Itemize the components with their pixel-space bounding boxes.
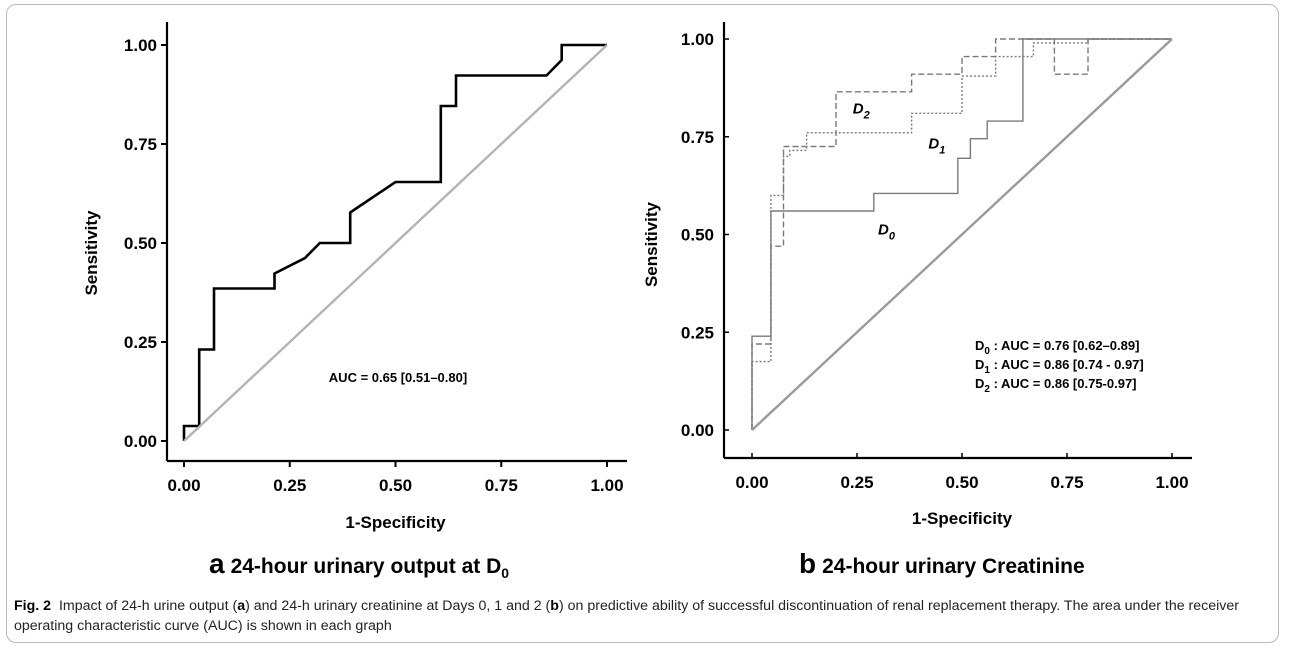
auc-annotation: AUC = 0.65 [0.51–0.80] [329,370,467,385]
caption-fig-label: Fig. 2 [14,598,52,614]
x-tick-label: 0.50 [945,473,978,492]
y-tick-label: 0.25 [124,333,157,352]
x-tick-label: 0.00 [735,473,768,492]
x-tick-label: 1.00 [590,476,623,495]
x-tick-label: 0.00 [167,476,200,495]
y-axis-label: Sensitivity [82,210,101,296]
curve-label-D2: D2 [853,100,870,121]
panel-b-letter: b [799,548,817,579]
y-tick-label: 0.25 [681,323,714,342]
panel-a-letter: a [209,548,225,579]
x-tick-label: 0.25 [840,473,873,492]
reference-diagonal-line [751,38,1173,431]
panel-a-title: a 24-hour urinary output at D0 [209,548,509,581]
chart-panel-b: 0.00 0.00 0.25 0.25 0.50 0.50 0.75 0.75 1.00 1.00… [642,22,1192,528]
panel-b-title: b 24-hour urinary Creatinine [799,548,1085,580]
y-axis-label: Sensitivity [642,201,661,287]
y-tick-label: 0.75 [681,128,714,147]
y-tick-label: 0.00 [124,432,157,451]
x-tick-label: 1.00 [1155,473,1188,492]
figure-frame [6,4,1279,643]
curve-label-D0: D0 [878,222,896,243]
caption-text-3: ) on predictive ability of successful di… [14,598,1240,634]
y-tick-label: 0.00 [681,421,714,440]
y-tick-label: 0.75 [124,135,157,154]
roc-curve-D1 [751,38,1172,430]
roc-curve-D2 [751,38,1172,430]
roc-curve-a [182,43,607,441]
caption-text-2: ) and 24-h urinary creatinine at Days 0,… [245,598,551,614]
panel-a-title-sub: 0 [501,565,510,582]
curve-label-D1: D1 [928,135,945,156]
chart-panel-a: 0.00 0.00 0.25 0.25 0.50 0.50 0.75 0.75 1.00 1.00… [82,22,627,532]
x-axis-label: 1-Specificity [912,509,1013,528]
x-tick-label: 0.75 [1050,473,1083,492]
y-tick-label: 0.50 [681,226,714,245]
y-tick-label: 1.00 [681,30,714,49]
y-tick-label: 0.50 [124,234,157,253]
panel-b-title-text: 24-hour urinary Creatinine [822,555,1085,578]
x-tick-label: 0.50 [379,476,412,495]
x-tick-label: 0.75 [485,476,518,495]
caption-text-1: Impact of 24-h urine output ( [58,598,238,614]
auc-annotation-D0: D0 : AUC = 0.76 [0.62–0.89] [975,338,1139,357]
x-tick-label: 0.25 [273,476,306,495]
auc-annotation-D2: D2 : AUC = 0.86 [0.75-0.97] [975,376,1137,395]
auc-annotation-D1: D1 : AUC = 0.86 [0.74 - 0.97] [975,357,1144,376]
caption-ref-a: a [237,598,246,614]
panel-a-title-text: 24-hour urinary output at D [230,555,502,578]
caption-ref-b: b [550,598,559,614]
x-axis-label: 1-Specificity [345,513,446,532]
figure-caption: Fig. 2 Impact of 24-h urine output (a) a… [14,596,1274,636]
reference-diagonal-line [183,44,608,442]
y-tick-label: 1.00 [124,36,157,55]
